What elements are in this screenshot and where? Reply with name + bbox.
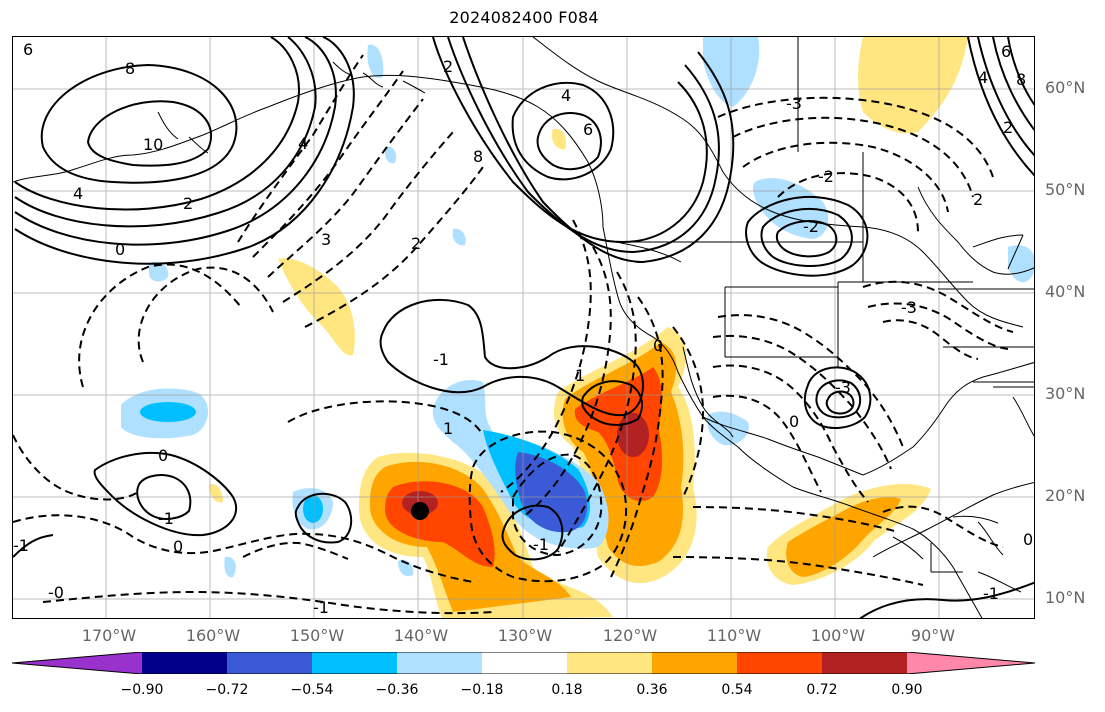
negative-contours bbox=[13, 54, 1014, 615]
contour-label: -1 bbox=[13, 536, 29, 555]
contour-label: 6 bbox=[23, 40, 33, 59]
contour-label: 2 bbox=[183, 194, 193, 213]
coastlines bbox=[13, 37, 1034, 618]
colorbar-segment bbox=[397, 652, 482, 674]
colorbar-tick-label: −0.90 bbox=[120, 682, 164, 698]
contour-label: 2 bbox=[973, 190, 983, 209]
colorbar-tick-label: 0.36 bbox=[636, 682, 668, 698]
latitude-label: 50°N bbox=[1045, 180, 1086, 199]
contour-label: 4 bbox=[978, 68, 988, 87]
colorbar-tick-label: −0.36 bbox=[375, 682, 419, 698]
contour-label: 10 bbox=[143, 135, 163, 154]
contour-label: 2 bbox=[411, 234, 421, 253]
longitude-label: 170°W bbox=[81, 626, 137, 645]
contour-label: 4 bbox=[561, 86, 571, 105]
colorbar-segment bbox=[482, 652, 567, 674]
lat-lon-grid bbox=[13, 37, 1034, 618]
map-plot: 6 8 10 4 2 4 8 6 4 2 3 2 0 -1 0 -1 1 0 -… bbox=[13, 37, 1034, 618]
longitude-label: 120°W bbox=[602, 626, 658, 645]
colorbar-segment bbox=[822, 652, 907, 674]
contour-label: 1 bbox=[575, 366, 585, 385]
longitude-label: 140°W bbox=[393, 626, 449, 645]
colorbar-tick-label: −0.18 bbox=[460, 682, 504, 698]
contour-label: -2 bbox=[803, 217, 819, 236]
contour-label: -1 bbox=[533, 535, 549, 554]
contour-label-group: 6 8 10 4 2 4 8 6 4 2 3 2 0 -1 0 -1 1 0 -… bbox=[13, 40, 1033, 617]
contour-label: -1 bbox=[158, 509, 174, 528]
contour-label: -3 bbox=[835, 378, 851, 397]
contour-label: 8 bbox=[125, 59, 135, 78]
warm-anomaly-north bbox=[858, 37, 968, 134]
contour-label: 8 bbox=[1016, 70, 1026, 89]
contour-label: -1 bbox=[313, 598, 329, 617]
chart-title: 2024082400 F084 bbox=[449, 8, 599, 27]
colorbar-extension-min bbox=[12, 652, 142, 674]
contour-label: -3 bbox=[901, 298, 917, 317]
longitude-label: 160°W bbox=[185, 626, 241, 645]
contour-label: -1 bbox=[983, 584, 999, 603]
longitude-label: 130°W bbox=[497, 626, 553, 645]
contour-label: 0 bbox=[173, 537, 183, 556]
longitude-label: 90°W bbox=[910, 626, 956, 645]
latitude-label: 10°N bbox=[1045, 588, 1086, 607]
contour-label: 6 bbox=[583, 120, 593, 139]
longitude-label: 100°W bbox=[810, 626, 866, 645]
colorbar-segment bbox=[652, 652, 737, 674]
colorbar-tick-label: 0.18 bbox=[551, 682, 583, 698]
colorbar-segment bbox=[142, 652, 227, 674]
storm-marker bbox=[411, 502, 429, 520]
contour-label: -3 bbox=[786, 94, 802, 113]
contour-label: 2 bbox=[443, 57, 453, 76]
colorbar-tick-label: −0.54 bbox=[290, 682, 334, 698]
latitude-label: 30°N bbox=[1045, 384, 1086, 403]
colorbar-extension-max bbox=[907, 652, 1035, 674]
contour-label: 8 bbox=[473, 147, 483, 166]
map-panel: 6 8 10 4 2 4 8 6 4 2 3 2 0 -1 0 -1 1 0 -… bbox=[12, 36, 1035, 619]
contour-label: 1 bbox=[443, 419, 453, 438]
contour-label: 0 bbox=[653, 336, 663, 355]
latitude-label: 20°N bbox=[1045, 486, 1086, 505]
latitude-label: 60°N bbox=[1045, 78, 1086, 97]
colorbar-tick-label: 0.72 bbox=[806, 682, 838, 698]
contour-label: -0 bbox=[48, 583, 64, 602]
contour-label: 4 bbox=[73, 184, 83, 203]
colorbar-segment bbox=[567, 652, 652, 674]
contour-label: 0 bbox=[789, 412, 799, 431]
contour-label: -2 bbox=[818, 167, 834, 186]
colorbar-tick-label: −0.72 bbox=[205, 682, 249, 698]
contour-label: 3 bbox=[321, 230, 331, 249]
contour-label: 2 bbox=[1003, 118, 1013, 137]
latitude-label: 40°N bbox=[1045, 282, 1086, 301]
contours bbox=[13, 37, 1034, 618]
colorbar bbox=[12, 652, 1035, 674]
contour-label: 6 bbox=[1001, 42, 1011, 61]
colorbar-segment bbox=[312, 652, 397, 674]
colorbar-tick-label: 0.54 bbox=[721, 682, 753, 698]
contour-label: 0 bbox=[158, 446, 168, 465]
contour-label: 4 bbox=[298, 134, 308, 153]
longitude-label: 150°W bbox=[289, 626, 345, 645]
colorbar-segment bbox=[737, 652, 822, 674]
colorbar-tick-label: 0.90 bbox=[891, 682, 923, 698]
colorbar-segment bbox=[227, 652, 312, 674]
contour-label: -1 bbox=[433, 350, 449, 369]
longitude-label: 110°W bbox=[706, 626, 762, 645]
contour-label: 0 bbox=[1023, 530, 1033, 549]
contour-label: 0 bbox=[115, 240, 125, 259]
